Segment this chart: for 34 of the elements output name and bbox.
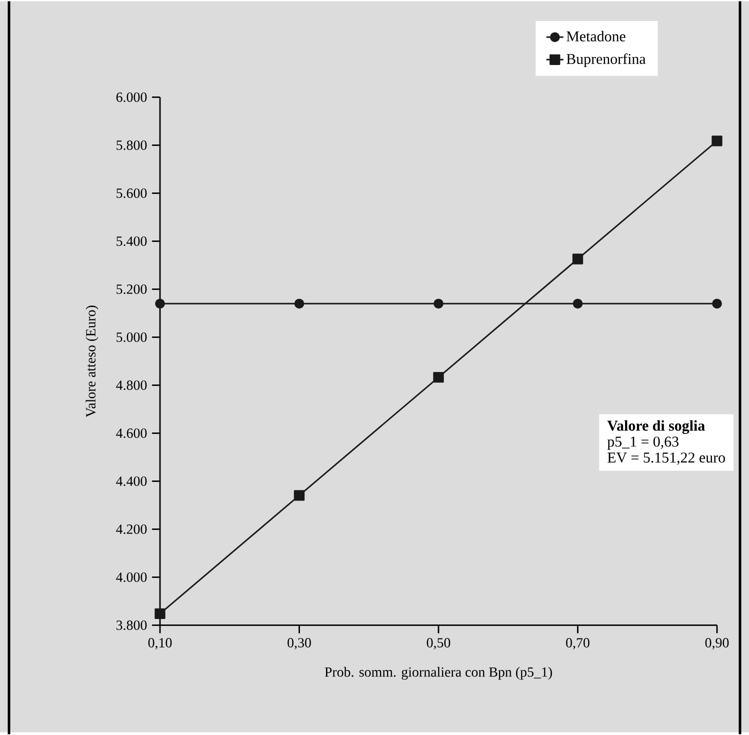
y-tick-label: 3.800 [116,620,147,630]
y-tick-label: 5.000 [116,332,147,342]
point [572,253,584,264]
y-tick-label: 4.800 [116,380,147,390]
x-tick-label: 0,50 [426,638,450,650]
x-tick-label: 0,70 [566,638,590,650]
y-tick-label: 5.200 [116,284,147,294]
y-axis-title: Valore atteso (Euro) [86,305,98,417]
x-axis-title: Prob. somm. giornaliera con Bpn (p5_1) [324,666,552,680]
point [712,298,722,308]
y-tick-label: 4.600 [116,428,147,438]
point [433,372,444,382]
x-tick-label: 0,90 [705,638,729,650]
annotation: p5_1 = 0,63 [607,436,678,450]
point [294,298,304,308]
y-tick-label: 4.200 [116,524,147,534]
legend-label: Metadone [566,30,626,42]
y-tick-label: 5.400 [116,236,147,246]
point [154,608,166,619]
point [155,298,165,308]
point [712,135,722,146]
legend-label: Buprenorfina [566,53,646,67]
y-tick-label: 5.800 [116,140,147,150]
annotation: EV = 5.151,22 euro [608,452,725,465]
point [434,298,444,308]
point [572,298,583,308]
point [294,490,305,500]
y-tick-label: 4.000 [116,572,147,582]
y-tick-label: 6.000 [116,92,147,102]
x-tick-label: 0,30 [288,638,311,650]
y-tick-label: 5.600 [116,188,147,198]
y-tick-label: 4.400 [116,476,147,486]
annotation: Valore di soglia [607,420,705,434]
x-tick-label: 0,10 [148,638,172,650]
